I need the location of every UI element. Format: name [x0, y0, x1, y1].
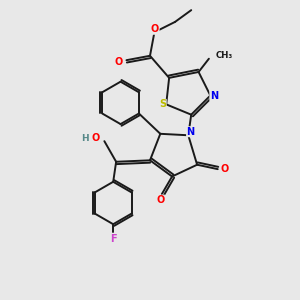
- Text: O: O: [151, 24, 159, 34]
- Text: O: O: [115, 57, 123, 67]
- Text: CH₃: CH₃: [215, 51, 232, 60]
- Text: O: O: [221, 164, 229, 174]
- Text: O: O: [92, 133, 100, 143]
- Text: S: S: [159, 99, 166, 110]
- Text: N: N: [187, 127, 195, 137]
- Text: N: N: [210, 91, 218, 100]
- Text: H: H: [81, 134, 89, 143]
- Text: F: F: [110, 234, 116, 244]
- Text: O: O: [156, 195, 164, 205]
